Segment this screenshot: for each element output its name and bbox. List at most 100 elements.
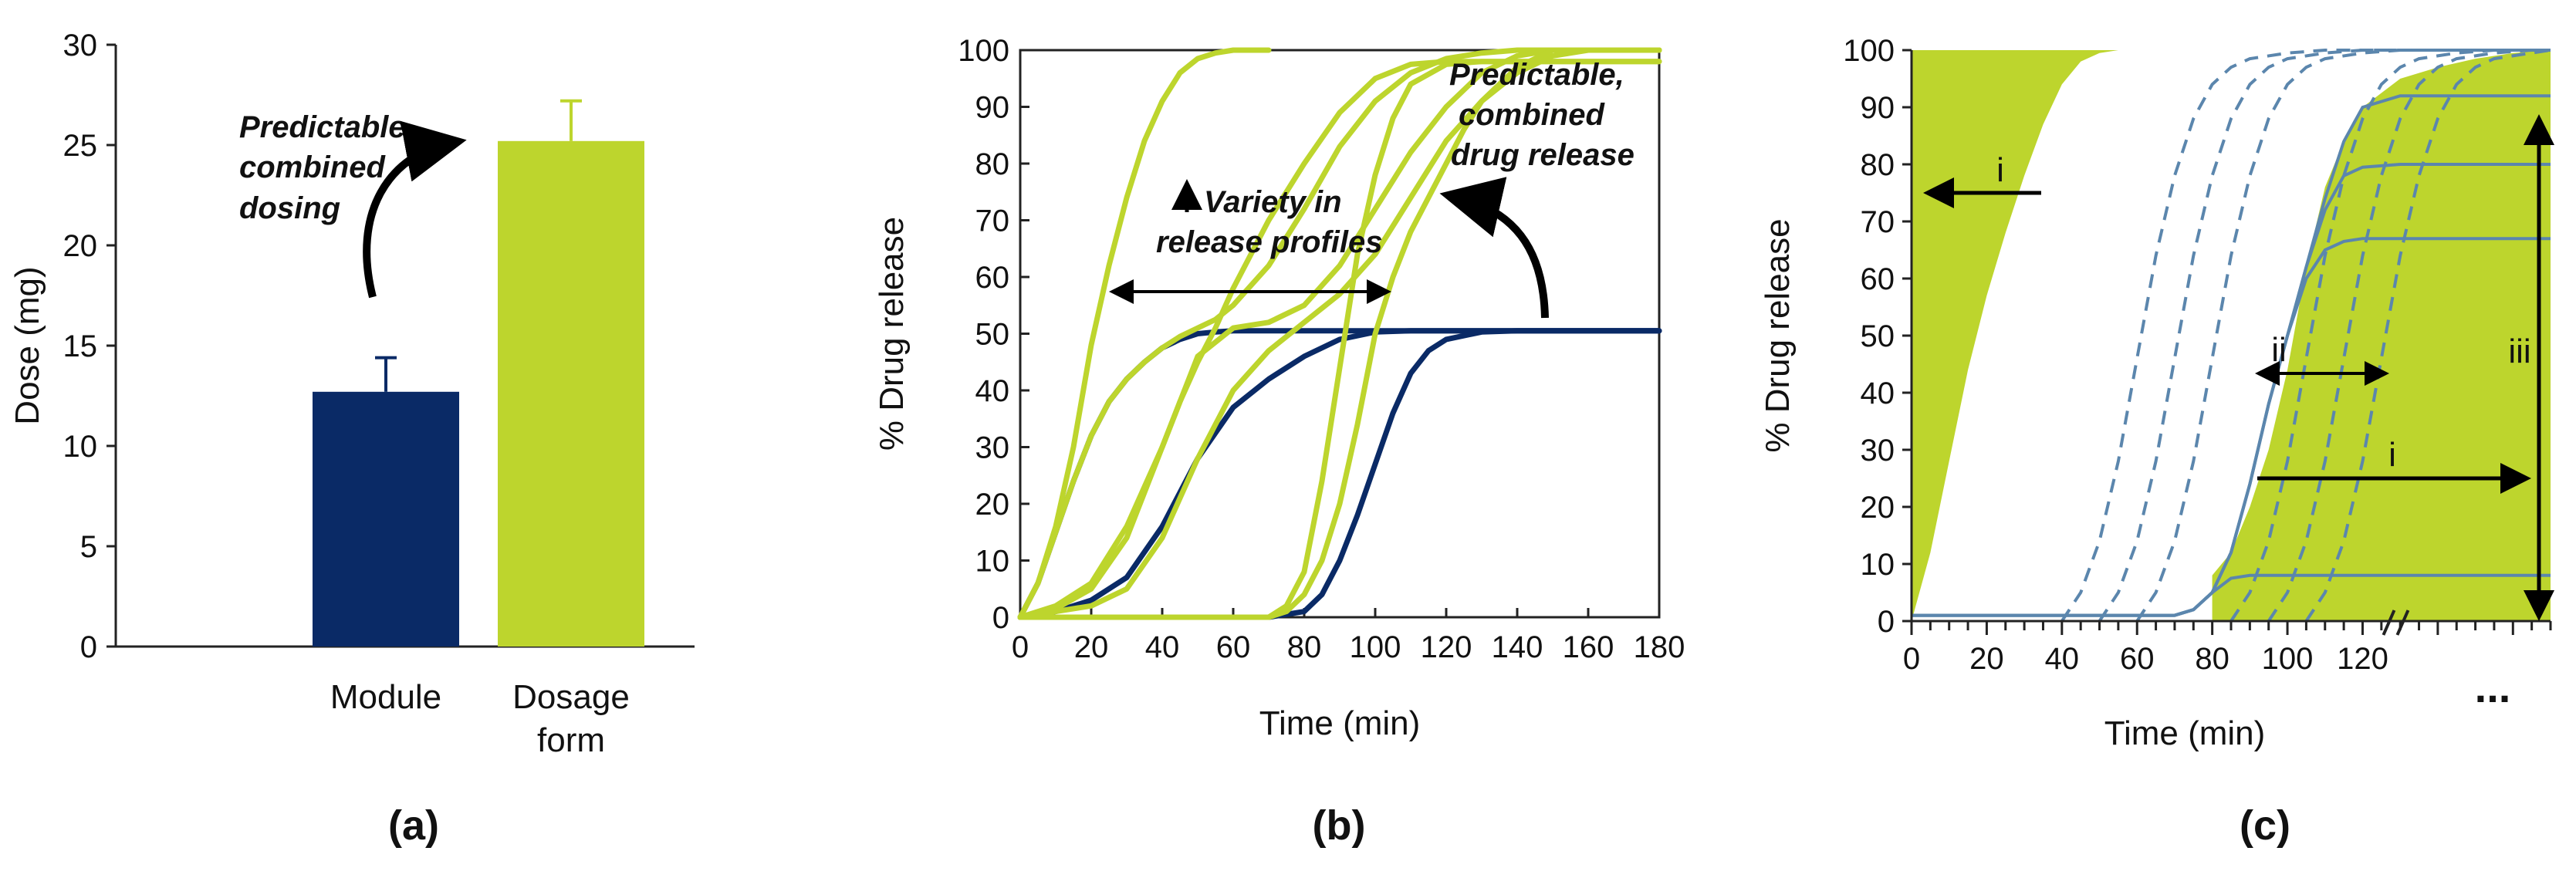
panel-c-annotations: i ii i iii ... (1923, 114, 2554, 711)
y-tick-label: 50 (1861, 319, 1895, 353)
y-tick-label: 20 (975, 488, 1010, 522)
panel-c-caption: (c) (2240, 802, 2290, 849)
x-category-label: Dosage (512, 678, 630, 716)
annotation-line-2: combined (239, 150, 386, 184)
x-tick-label: 60 (1216, 630, 1251, 664)
panel-a-axes: 0 5 10 15 20 25 30 Dose (mg) Module Dosage form (8, 29, 695, 759)
axis-break-ellipsis: ... (2475, 663, 2511, 711)
panel-c-release-area-chart: 0 10 20 30 40 50 60 70 80 90 100 0 20 40 60 80 100 120 Tim… (1759, 34, 2554, 849)
dashed-release-curve (2304, 49, 2551, 623)
dashed-release-curve (2135, 49, 2551, 623)
annotation-predictable-line-1: Predictable, (1449, 58, 1624, 92)
x-tick-label: 40 (2045, 642, 2080, 676)
x-tick-label: 180 (1634, 630, 1685, 664)
annotation-variety-line-2: release profiles (1156, 225, 1383, 259)
panel-c-fills (1912, 50, 2551, 621)
y-tick-label: 50 (975, 318, 1010, 352)
y-tick-label: 30 (1861, 434, 1895, 468)
y-tick-label: 10 (975, 545, 1010, 579)
y-tick-label: 70 (975, 204, 1010, 238)
series-line-module-2 (1017, 328, 1662, 620)
y-tick-label: 70 (1861, 205, 1895, 239)
x-tick-label: 60 (2120, 642, 2155, 676)
panel-a-dose-bar-chart: 0 5 10 15 20 25 30 Dose (mg) Module Dosage form Pr… (8, 29, 695, 849)
series-line-dose-2 (1017, 47, 1662, 620)
x-axis-title: Time (min) (1259, 704, 1421, 742)
series-line-dose-5 (1017, 47, 1662, 620)
panel-a-annotation: Predictable, combined dosing (239, 110, 467, 299)
series-line-dose-4 (1017, 59, 1662, 620)
panel-b-annotations: Variety in release profiles Predictable,… (1109, 58, 1635, 319)
series-line-dose-1 (1017, 47, 1272, 620)
x-axis-title: Time (min) (2104, 714, 2266, 752)
x-tick-label: 100 (1350, 630, 1401, 664)
y-tick-label: 100 (1843, 34, 1895, 68)
axis-break-mark (2395, 610, 2410, 636)
plot-frame (1019, 49, 1661, 619)
y-tick-label: 60 (1861, 262, 1895, 296)
dashed-release-curve (2229, 49, 2551, 623)
y-axis-title: Dose (mg) (8, 266, 46, 424)
y-tick-label: 20 (63, 229, 98, 263)
x-tick-label: 80 (2195, 642, 2229, 676)
panel-a-bars (313, 99, 644, 647)
x-category-label: Module (330, 678, 441, 716)
y-tick-label: 40 (1861, 377, 1895, 410)
x-tick-label: 120 (2337, 642, 2388, 676)
y-tick-label: 30 (975, 431, 1010, 465)
annotation-line-3: dosing (239, 191, 340, 225)
y-tick-label: 10 (1861, 548, 1895, 582)
panel-c-axes: 0 10 20 30 40 50 60 70 80 90 100 0 20 40 60 80 100 120 Tim… (1759, 34, 2552, 752)
immediate-release-area (1912, 50, 2156, 621)
delayed-release-area (2212, 50, 2551, 621)
y-tick-label: 15 (63, 329, 98, 363)
panel-b-series (1017, 47, 1662, 620)
label-ii: ii (2271, 331, 2287, 369)
axis-break-mark (2382, 610, 2396, 636)
x-tick-label: 160 (1563, 630, 1614, 664)
y-tick-label: 0 (80, 630, 97, 664)
y-tick-label: 90 (975, 91, 1010, 125)
y-tick-label: 60 (975, 261, 1010, 295)
y-axis-title: % Drug release (873, 217, 911, 451)
dashed-release-curve (2098, 49, 2551, 623)
panel-a-caption: (a) (388, 802, 439, 849)
x-tick-label: 100 (2262, 642, 2314, 676)
annotation-variety-line-1: Variety in (1204, 185, 1342, 219)
panel-b-release-line-chart: 0 10 20 30 40 50 60 70 80 90 100 0 20 40 60 80 100 120 140… (873, 34, 1685, 849)
annotation-line-1: Predictable, (239, 110, 414, 144)
label-i-right: i (2388, 436, 2396, 474)
y-tick-label: 90 (1861, 91, 1895, 125)
x-tick-label: 120 (1421, 630, 1472, 664)
x-tick-label: 80 (1287, 630, 1322, 664)
panel-b-caption: (b) (1313, 802, 1366, 849)
series-line-dose-6 (1017, 47, 1662, 620)
y-tick-label: 25 (63, 129, 98, 163)
annotation-predictable-line-2: combined (1459, 98, 1605, 132)
panel-b-axes: 0 10 20 30 40 50 60 70 80 90 100 0 20 40 60 80 100 120 140… (873, 34, 1685, 742)
y-tick-label: 80 (975, 147, 1010, 181)
dashed-release-curve (2060, 49, 2551, 623)
label-iii: iii (2508, 333, 2530, 370)
curved-arrow-icon (363, 120, 467, 299)
series-line-dose-3 (1017, 47, 1662, 620)
x-tick-label: 40 (1145, 630, 1180, 664)
x-tick-label: 20 (1969, 642, 2004, 676)
series-line-dose-7 (1017, 59, 1662, 620)
y-tick-label: 100 (958, 34, 1009, 68)
x-tick-label: 0 (1012, 630, 1029, 664)
y-tick-label: 5 (80, 530, 97, 564)
curved-arrow-icon (1439, 177, 1549, 319)
x-tick-label: 20 (1074, 630, 1109, 664)
annotation-predictable-line-3: drug release (1451, 138, 1635, 172)
y-tick-label: 0 (1878, 605, 1895, 639)
label-i-left: i (1996, 151, 2004, 189)
bar-module (313, 391, 459, 647)
y-tick-label: 40 (975, 374, 1010, 408)
y-tick-label: 30 (63, 29, 98, 62)
solid-release-curve (1912, 573, 2551, 617)
x-tick-label: 0 (1903, 642, 1920, 676)
y-tick-label: 10 (63, 430, 98, 464)
y-tick-label: 80 (1861, 148, 1895, 182)
